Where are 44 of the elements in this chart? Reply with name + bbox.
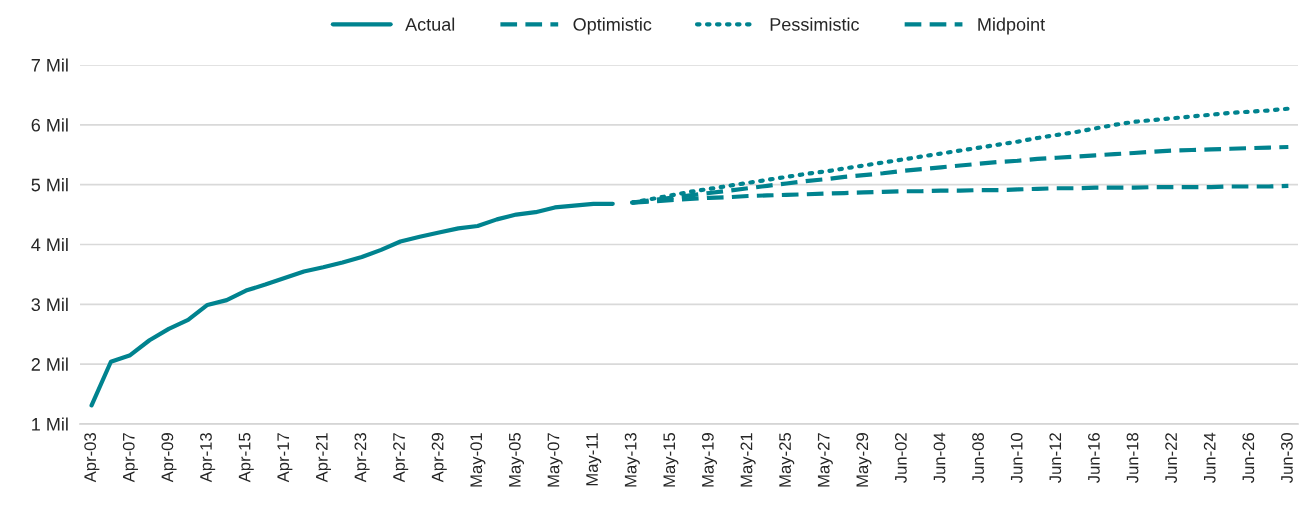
legend-label: Actual xyxy=(405,17,455,31)
legend-label: Pessimistic xyxy=(770,17,860,31)
x-tick-label: Jun-08 xyxy=(972,433,984,484)
x-tick-label: May-29 xyxy=(856,433,872,487)
x-tick-label: May-15 xyxy=(663,433,679,487)
x-tick-label: Jun-10 xyxy=(1010,432,1023,484)
y-tick-label: 4 Mil xyxy=(31,237,68,252)
x-tick-label: Jun-04 xyxy=(933,432,946,484)
x-tick-label: Jun-12 xyxy=(1049,433,1062,484)
x-tick-label: May-11 xyxy=(586,433,602,486)
x-tick-label: Apr-13 xyxy=(200,433,216,483)
x-tick-label: Apr-17 xyxy=(277,433,293,483)
y-tick-label: 1 Mil xyxy=(32,417,68,431)
x-tick-label: Apr-09 xyxy=(161,433,177,483)
x-tick-label: Apr-03 xyxy=(84,433,100,483)
x-tick-label: Apr-07 xyxy=(122,433,138,483)
line-series xyxy=(89,201,615,408)
x-tick-label: Jun-24 xyxy=(1203,432,1216,484)
y-tick-label: 3 Mil xyxy=(31,297,68,312)
x-tick-label: Jun-22 xyxy=(1165,433,1178,484)
x-tick-label: Jun-30 xyxy=(1281,432,1293,484)
x-tick-label: May-25 xyxy=(779,433,795,487)
x-tick-label: Jun-18 xyxy=(1126,433,1139,484)
x-tick-label: Apr-27 xyxy=(393,433,409,483)
legend-label: Midpoint xyxy=(978,17,1045,35)
x-tick-label: May-19 xyxy=(701,433,718,487)
x-tick-label: May-27 xyxy=(817,433,833,487)
y-tick-label: 6 Mil xyxy=(31,118,68,132)
x-tick-label: Apr-23 xyxy=(354,433,370,483)
x-tick-label: Apr-21 xyxy=(315,433,331,483)
x-tick-label: Apr-15 xyxy=(238,433,254,483)
x-tick-label: May-13 xyxy=(624,433,640,487)
x-tick-label: May-21 xyxy=(740,433,756,487)
y-tick-label: 2 Mil xyxy=(31,357,68,371)
x-tick-label: May-01 xyxy=(470,433,486,487)
x-tick-label: May-07 xyxy=(547,433,563,487)
x-tick-label: Jun-02 xyxy=(894,433,907,484)
x-tick-label: Jun-26 xyxy=(1242,433,1255,484)
x-tick-label: Jun-16 xyxy=(1087,433,1100,484)
legend-label: Optimistic xyxy=(573,17,652,35)
y-tick-label: 7 Mil xyxy=(31,58,68,72)
x-tick-label: Apr-29 xyxy=(431,433,447,483)
y-tick-label: 5 Mil xyxy=(31,178,68,192)
x-tick-label: May-05 xyxy=(508,433,525,487)
